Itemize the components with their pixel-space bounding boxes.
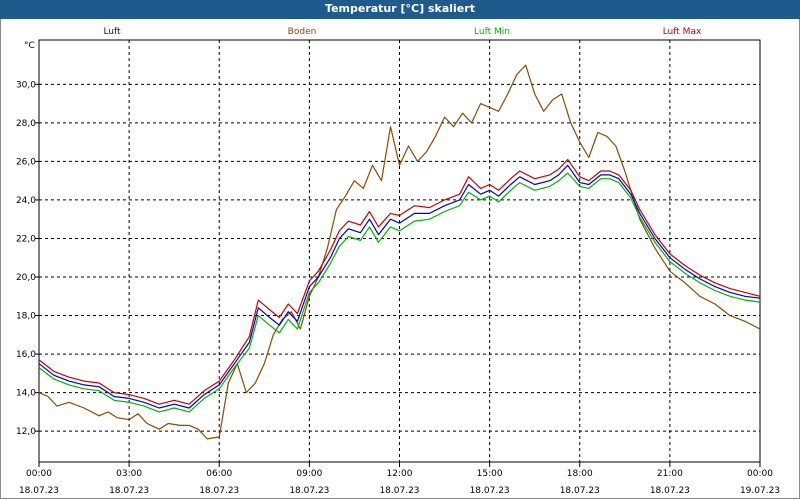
y-tick-label: 12,0 [16, 427, 36, 437]
x-tick-time-label: 06:00 [206, 469, 232, 479]
series-lines [38, 64, 761, 440]
y-tick-label: 20,0 [16, 273, 36, 283]
x-tick-time-label: 00:00 [26, 469, 52, 479]
y-axis-ticks: 12,0 14,0 16,0 18,0 20,0 22,0 24,0 26,0 28,0 30,0 [16, 80, 39, 437]
x-axis-ticks: 00:00 18.07.23 03:00 18.07.23 06:00 18.07.23 0… [19, 462, 780, 496]
y-tick-label: 18,0 [16, 312, 36, 322]
legend-entry-luft: Luft [103, 27, 121, 37]
legend: Luft Boden Luft Min Luft Max [103, 27, 702, 37]
window-title-bar: Temperatur [°C] skaliert [0, 0, 800, 19]
y-tick-label: 28,0 [16, 119, 36, 129]
series-line-luft [38, 164, 761, 409]
legend-entry-boden: Boden [288, 27, 317, 37]
legend-entry-luft-min: Luft Min [474, 27, 510, 37]
x-tick-date-label: 19.07.23 [740, 486, 780, 496]
grid-lines [39, 40, 760, 462]
window-title: Temperatur [°C] skaliert [325, 2, 475, 15]
x-tick-date-label: 18.07.23 [560, 486, 600, 496]
y-tick-label: 16,0 [16, 350, 36, 360]
y-tick-label: 14,0 [16, 389, 36, 399]
x-tick-date-label: 18.07.23 [109, 486, 149, 496]
x-tick-date-label: 18.07.23 [19, 486, 59, 496]
x-tick-time-label: 03:00 [116, 469, 142, 479]
y-tick-label: 24,0 [16, 196, 36, 206]
y-tick-label: 26,0 [16, 157, 36, 167]
x-tick-time-label: 18:00 [567, 469, 593, 479]
legend-entry-luft-max: Luft Max [663, 27, 702, 37]
x-tick-date-label: 18.07.23 [470, 486, 510, 496]
y-tick-label: 30,0 [16, 80, 36, 90]
x-tick-time-label: 15:00 [477, 469, 503, 479]
x-tick-time-label: 00:00 [747, 469, 773, 479]
series-line-luft-min [38, 172, 761, 413]
y-axis-unit-label: °C [24, 41, 35, 51]
x-tick-time-label: 21:00 [657, 469, 683, 479]
x-tick-date-label: 18.07.23 [650, 486, 690, 496]
x-tick-date-label: 18.07.23 [379, 486, 419, 496]
y-tick-label: 22,0 [16, 234, 36, 244]
series-line-boden [38, 64, 761, 440]
x-tick-date-label: 18.07.23 [289, 486, 329, 496]
x-tick-time-label: 09:00 [296, 469, 322, 479]
x-tick-time-label: 12:00 [387, 469, 413, 479]
x-tick-date-label: 18.07.23 [199, 486, 239, 496]
series-line-luft-max [38, 158, 761, 405]
